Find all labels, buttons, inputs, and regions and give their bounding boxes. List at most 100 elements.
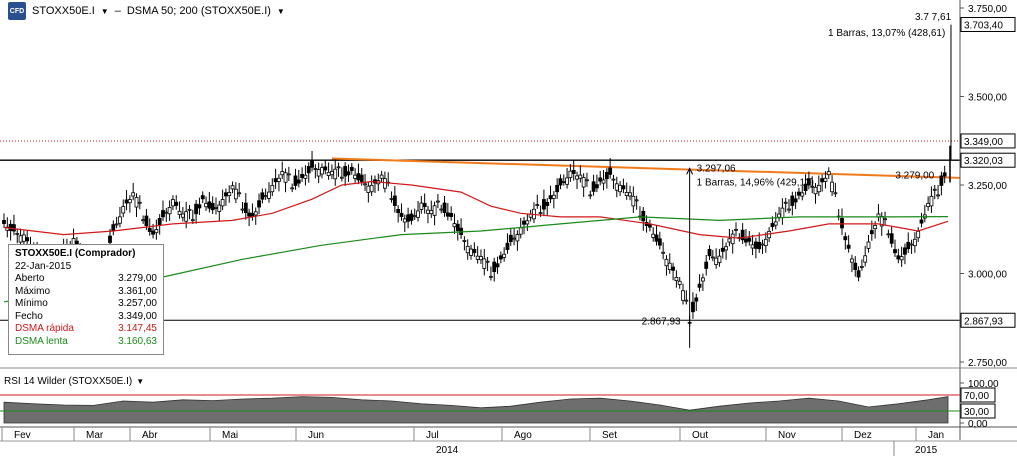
candle-body — [591, 181, 596, 192]
rsi-label[interactable]: RSI 14 Wilder (STOXX50E.I) — [4, 376, 133, 387]
candle — [373, 175, 377, 193]
candle — [2, 213, 6, 228]
candle-body — [151, 230, 155, 235]
candle — [114, 216, 119, 229]
candle — [790, 191, 795, 216]
candle-body — [392, 195, 397, 206]
candle-body — [267, 191, 271, 199]
candle — [455, 220, 460, 241]
candle — [310, 151, 314, 172]
symbol-dropdown-icon[interactable]: ▼ — [100, 6, 109, 16]
candle-body — [823, 177, 828, 182]
candle-body — [565, 177, 569, 185]
candle-body — [651, 233, 656, 238]
price-tag-box — [960, 133, 1016, 149]
indicator-label[interactable]: DSMA 50; 200 (STOXX50E.I) — [126, 5, 271, 17]
candle-body — [760, 243, 765, 246]
candle — [601, 170, 606, 191]
candle — [591, 174, 596, 196]
candle — [399, 203, 404, 221]
candle — [717, 249, 722, 267]
candle-body — [25, 237, 30, 242]
candle-body — [939, 175, 944, 186]
candle — [489, 266, 493, 281]
candle-body — [787, 208, 791, 211]
candle — [684, 290, 689, 305]
candle — [800, 185, 805, 201]
candle-body — [399, 212, 404, 217]
candle-body — [240, 208, 245, 211]
candle-body — [147, 227, 152, 232]
candle — [893, 239, 897, 257]
rsi-dropdown-icon[interactable]: ▼ — [136, 377, 145, 386]
candle — [604, 168, 609, 189]
candle — [753, 237, 758, 259]
candle-body — [194, 203, 199, 215]
candle — [863, 245, 868, 267]
candle — [585, 172, 589, 187]
x-tick-label: Ago — [514, 430, 532, 441]
candle-body — [846, 244, 851, 249]
candle-body — [263, 195, 268, 198]
candle-body — [674, 276, 679, 281]
symbol-label[interactable]: STOXX50E.I — [32, 5, 95, 17]
candle — [204, 196, 208, 211]
candle — [412, 208, 417, 220]
candle — [436, 193, 440, 209]
candle-body — [757, 241, 762, 250]
candle — [316, 162, 321, 184]
candle-body — [389, 198, 394, 200]
x-tick-label: Set — [602, 430, 617, 441]
candle-body — [906, 241, 911, 250]
measure-arrow-icon — [686, 167, 694, 175]
candle — [903, 243, 907, 265]
y-tick-label: 3.500,00 — [968, 93, 1007, 104]
candle-body — [581, 177, 586, 188]
candle-body — [280, 171, 285, 176]
candle — [402, 214, 407, 232]
price-tag: 3.703,40 — [960, 16, 1016, 32]
candle-body — [578, 174, 583, 179]
candle-body — [270, 184, 275, 193]
indicator-dropdown-icon[interactable]: ▼ — [276, 6, 285, 16]
candle — [161, 200, 165, 222]
candle-body — [585, 179, 589, 182]
candle — [346, 164, 351, 182]
candle-body — [926, 203, 931, 207]
candle-body — [929, 195, 934, 207]
candle-body — [601, 179, 606, 184]
candle-body — [770, 223, 775, 228]
candle — [164, 207, 169, 223]
candle — [240, 201, 245, 214]
candle-body — [816, 184, 821, 193]
candle — [224, 188, 228, 206]
candle — [326, 162, 331, 180]
candle-body — [293, 175, 298, 186]
candle — [734, 222, 738, 237]
candle — [777, 206, 781, 222]
candle — [816, 175, 821, 196]
candle-body — [671, 266, 675, 271]
tooltip-row-slow-ma: DSMA lenta 3.160,63 — [15, 335, 157, 347]
candle — [293, 168, 298, 190]
candle — [323, 159, 328, 175]
candle — [207, 191, 212, 213]
candle — [611, 174, 616, 190]
year-label: 2015 — [915, 445, 938, 456]
candle — [194, 199, 199, 224]
candle-body — [594, 184, 599, 189]
candle — [485, 256, 490, 272]
candle-body — [747, 237, 752, 242]
candle — [820, 174, 825, 192]
price-tag-label: 2.867,93 — [964, 316, 1003, 327]
candle — [700, 273, 705, 291]
price-tooltip: STOXX50E.I (Comprador) 22-Jan-2015 Abert… — [8, 244, 164, 355]
rsi-header: RSI 14 Wilder (STOXX50E.I) ▼ — [4, 376, 144, 387]
candle — [850, 254, 854, 273]
candle-body — [260, 192, 265, 200]
candle-body — [286, 173, 291, 176]
candle-body — [174, 201, 179, 206]
candle — [300, 167, 305, 182]
candle-body — [740, 229, 745, 241]
